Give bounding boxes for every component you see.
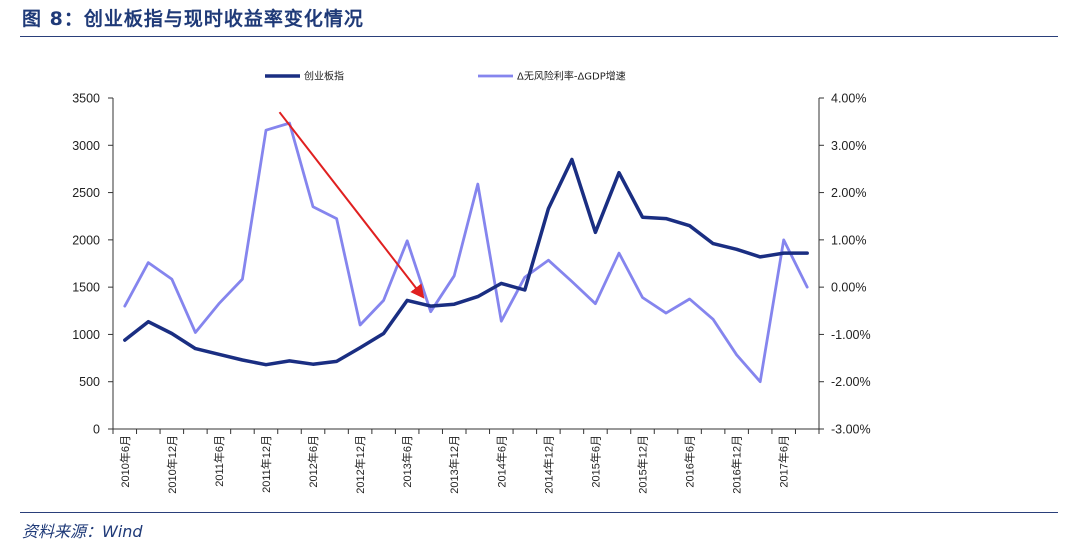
y-left-tick-label: 2500 [72,186,100,200]
legend-label-rate-gdp-gap: Δ无风险利率-ΔGDP增速 [517,70,626,83]
y-left-tick-label: 3000 [72,139,100,153]
chart-axes: 0 500 1000 1500 2000 2500 3000 3500 -3.00% -2.00%… [72,92,870,494]
y-right-tick-label: 2.00% [831,186,866,200]
x-tick-label: 2015年12月 [636,435,650,494]
chart-annotation-layer [278,111,425,299]
top-rule [20,36,1058,37]
x-tick-label: 2017年6月 [777,435,791,488]
series-line-rate-gdp-gap [123,121,809,384]
x-tick-label: 2013年6月 [400,435,414,488]
y-left-tick-label: 0 [93,423,100,437]
y-right-tick-label: -3.00% [831,423,871,437]
x-tick-label: 2016年6月 [683,435,697,488]
x-tick-label: 2012年12月 [353,435,367,494]
series-line-gem-index [123,157,809,367]
y-left-tick-label: 1000 [72,328,100,342]
source-note: 资料来源：Wind [22,522,143,541]
x-tick-label: 2014年6月 [494,435,508,488]
x-tick-label: 2010年6月 [118,435,132,488]
bottom-rule [20,512,1058,513]
y-right-tick-label: 4.00% [831,92,866,106]
y-right-tick-label: 3.00% [831,139,866,153]
x-tick-label: 2012年6月 [306,435,320,488]
chart-svg: 0 500 1000 1500 2000 2500 3000 3500 -3.00% -2.00%… [72,70,870,494]
x-tick-label: 2016年12月 [730,435,744,494]
chart-series-layer [123,121,809,384]
y-right-tick-label: 0.00% [831,281,866,295]
y-right-tick-label: 1.00% [831,233,866,247]
x-tick-label: 2011年12月 [259,435,273,493]
figure-title: 图 8：创业板指与现时收益率变化情况 [22,8,364,30]
legend-label-gem-index: 创业板指 [304,70,344,83]
trend-arrow [278,111,425,299]
y-right-tick-label: -2.00% [831,375,871,389]
y-left-tick-label: 500 [79,375,100,389]
chart-legend: 创业板指 Δ无风险利率-ΔGDP增速 [265,70,626,83]
x-tick-label: 2015年6月 [588,435,602,488]
x-tick-label: 2011年6月 [212,435,226,487]
y-right-tick-label: -1.00% [831,328,871,342]
y-left-tick-label: 2000 [72,233,100,247]
x-tick-label: 2010年12月 [165,435,179,494]
x-tick-label: 2014年12月 [541,435,555,494]
x-tick-label: 2013年12月 [447,435,461,494]
y-left-tick-label: 3500 [72,92,100,106]
y-left-tick-label: 1500 [72,281,100,295]
